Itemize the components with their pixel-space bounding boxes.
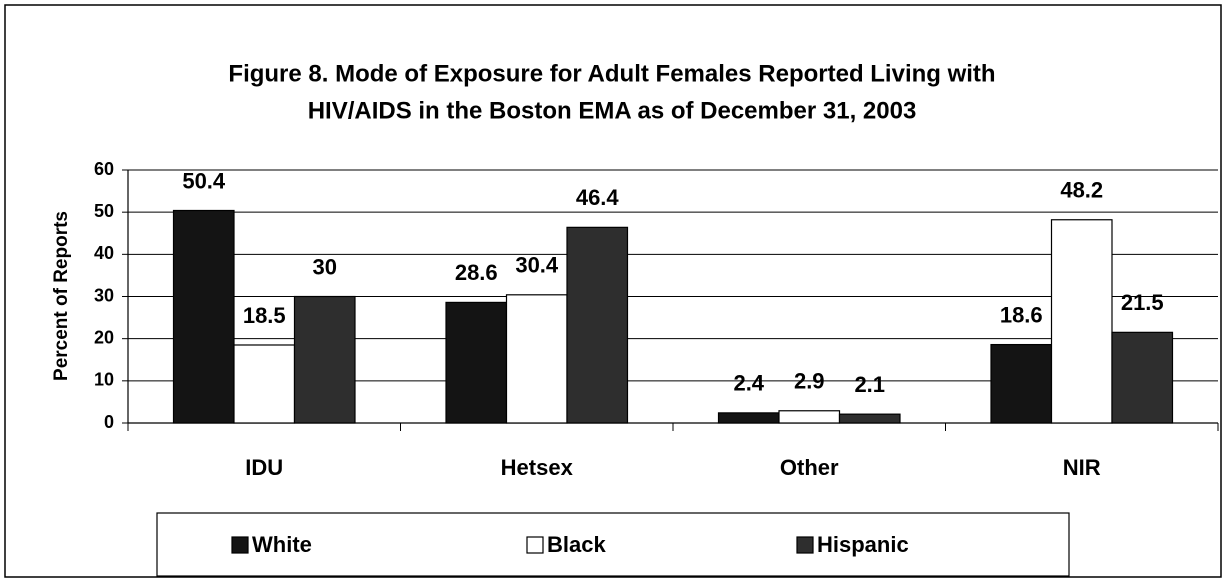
chart-title: HIV/AIDS in the Boston EMA as of Decembe…: [308, 97, 917, 124]
legend-swatch: [231, 536, 249, 554]
data-label: 2.1: [854, 372, 885, 397]
data-label: 48.2: [1060, 178, 1103, 203]
data-label: 21.5: [1121, 290, 1164, 315]
legend-box: [156, 512, 1070, 577]
data-label: 50.4: [182, 168, 226, 193]
legend-swatch: [796, 536, 814, 554]
legend-label: White: [252, 532, 312, 557]
data-label: 30.4: [515, 253, 559, 278]
x-tick-label: NIR: [1063, 455, 1101, 480]
x-tick-label: Other: [780, 455, 839, 480]
legend-label: Black: [547, 532, 606, 557]
chart-title: Figure 8. Mode of Exposure for Adult Fem…: [228, 60, 995, 87]
bar: [990, 343, 1053, 424]
bar: [778, 410, 841, 424]
bar: [1050, 219, 1113, 424]
y-tick-label: 50: [94, 201, 114, 221]
bar: [1111, 331, 1174, 424]
bar: [505, 294, 568, 424]
data-label: 46.4: [576, 185, 620, 210]
y-tick-label: 30: [94, 285, 114, 305]
data-label: 30: [313, 254, 337, 279]
y-tick-label: 20: [94, 327, 114, 347]
y-tick-label: 60: [94, 159, 114, 179]
bar: [293, 295, 356, 424]
bar: [233, 344, 296, 424]
x-tick-label: Hetsex: [501, 455, 574, 480]
bar: [566, 226, 629, 424]
legend-swatch: [526, 536, 544, 554]
x-tick-label: IDU: [245, 455, 283, 480]
data-label: 18.5: [243, 303, 286, 328]
y-tick-label: 0: [104, 412, 114, 432]
data-label: 28.6: [455, 260, 498, 285]
bar: [838, 413, 901, 424]
bar: [717, 412, 780, 424]
legend-label: Hispanic: [817, 532, 909, 557]
bar: [172, 209, 235, 424]
data-label: 2.9: [794, 369, 825, 394]
y-tick-label: 10: [94, 370, 114, 390]
data-label: 18.6: [1000, 302, 1043, 327]
data-label: 2.4: [733, 371, 764, 396]
bar: [445, 301, 508, 424]
y-axis-label: Percent of Reports: [51, 211, 72, 381]
y-tick-label: 40: [94, 243, 114, 263]
